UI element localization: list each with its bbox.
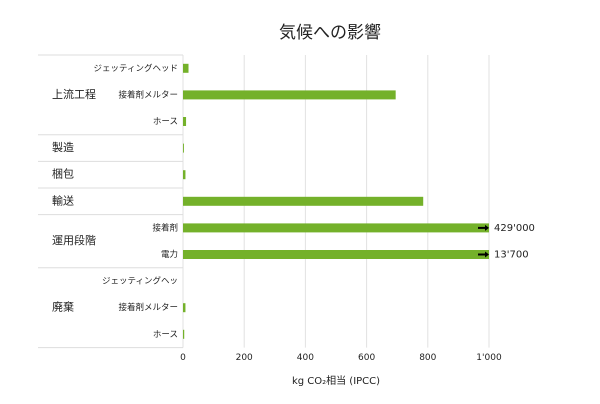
group-label: 輸送 bbox=[52, 193, 74, 207]
value-label: 13'700 bbox=[494, 250, 529, 261]
x-tick-label: 0 bbox=[180, 353, 186, 363]
category-label: 接着剤メルター bbox=[118, 302, 178, 313]
category-label: 接着剤メルター bbox=[118, 89, 178, 100]
overflow-arrow-head bbox=[485, 224, 489, 231]
category-label: ホース bbox=[153, 330, 178, 340]
category-label: ジェッティングヘッド bbox=[94, 63, 179, 74]
x-tick-label: 800 bbox=[419, 353, 436, 363]
bar bbox=[183, 250, 489, 259]
category-label: 電力 bbox=[161, 249, 178, 260]
bar bbox=[183, 170, 186, 180]
x-axis-label: kg CO₂相当 (IPCC) bbox=[292, 374, 380, 387]
bar bbox=[183, 196, 424, 206]
x-tick-label: 400 bbox=[297, 353, 314, 363]
group-label: 梱包 bbox=[52, 167, 74, 181]
group-label: 運用段階 bbox=[52, 233, 96, 247]
value-label: 429'000 bbox=[494, 223, 535, 234]
category-label: ホース bbox=[153, 117, 178, 127]
bar bbox=[183, 329, 185, 339]
group-label: 上流工程 bbox=[52, 87, 96, 101]
bar bbox=[183, 63, 189, 73]
category-label: ジェッティングヘッ bbox=[102, 276, 178, 287]
bar bbox=[183, 90, 396, 100]
x-tick-label: 1'000 bbox=[476, 353, 502, 363]
bar bbox=[183, 117, 187, 126]
category-label: 接着剤 bbox=[152, 222, 178, 233]
bar bbox=[183, 223, 489, 233]
x-tick-label: 200 bbox=[236, 353, 253, 363]
bar bbox=[183, 143, 184, 153]
bar bbox=[183, 303, 186, 313]
group-label: 廃棄 bbox=[52, 300, 74, 314]
overflow-arrow-head bbox=[485, 251, 489, 258]
x-tick-label: 600 bbox=[358, 353, 375, 363]
group-label: 製造 bbox=[52, 140, 74, 154]
chart-title: 気候への影響 bbox=[279, 23, 381, 43]
